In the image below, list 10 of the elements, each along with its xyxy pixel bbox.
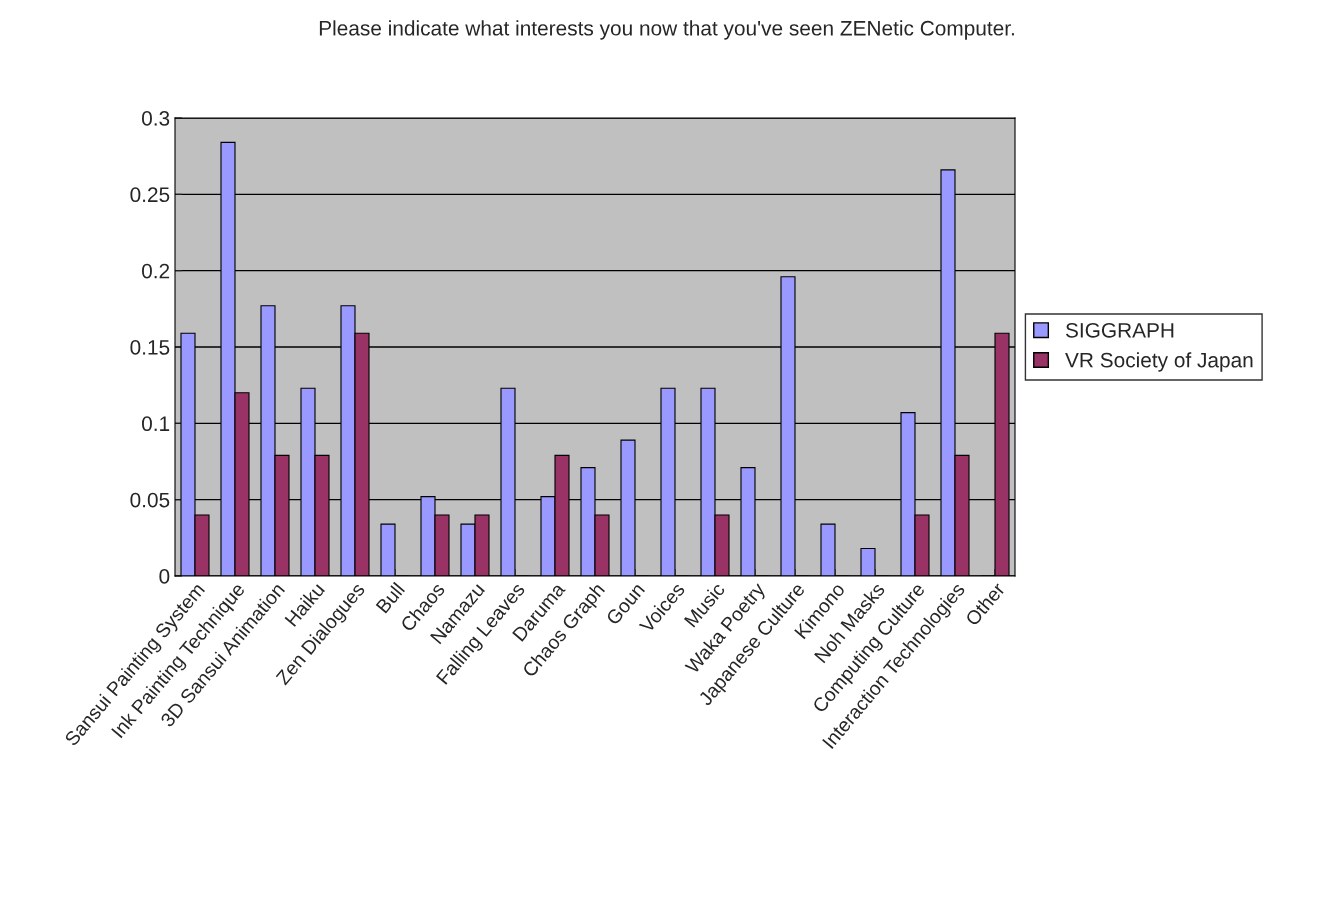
y-tick-label: 0.05 bbox=[130, 492, 170, 508]
y-tick-label: 0 bbox=[159, 569, 170, 584]
chart-title: Please indicate what interests you now that you've seen ZENetic Computer. bbox=[319, 20, 1014, 40]
y-tick-label: 0.25 bbox=[130, 187, 170, 203]
y-tick-label: 0.15 bbox=[130, 340, 170, 355]
y-tick-label: 0.3 bbox=[141, 111, 170, 126]
y-tick-label: 0.2 bbox=[141, 263, 170, 279]
legend-label: VR Society of Japan bbox=[1065, 352, 1253, 372]
y-tick-label: 0.1 bbox=[141, 416, 170, 432]
legend-label: SIGGRAPH bbox=[1065, 322, 1174, 338]
